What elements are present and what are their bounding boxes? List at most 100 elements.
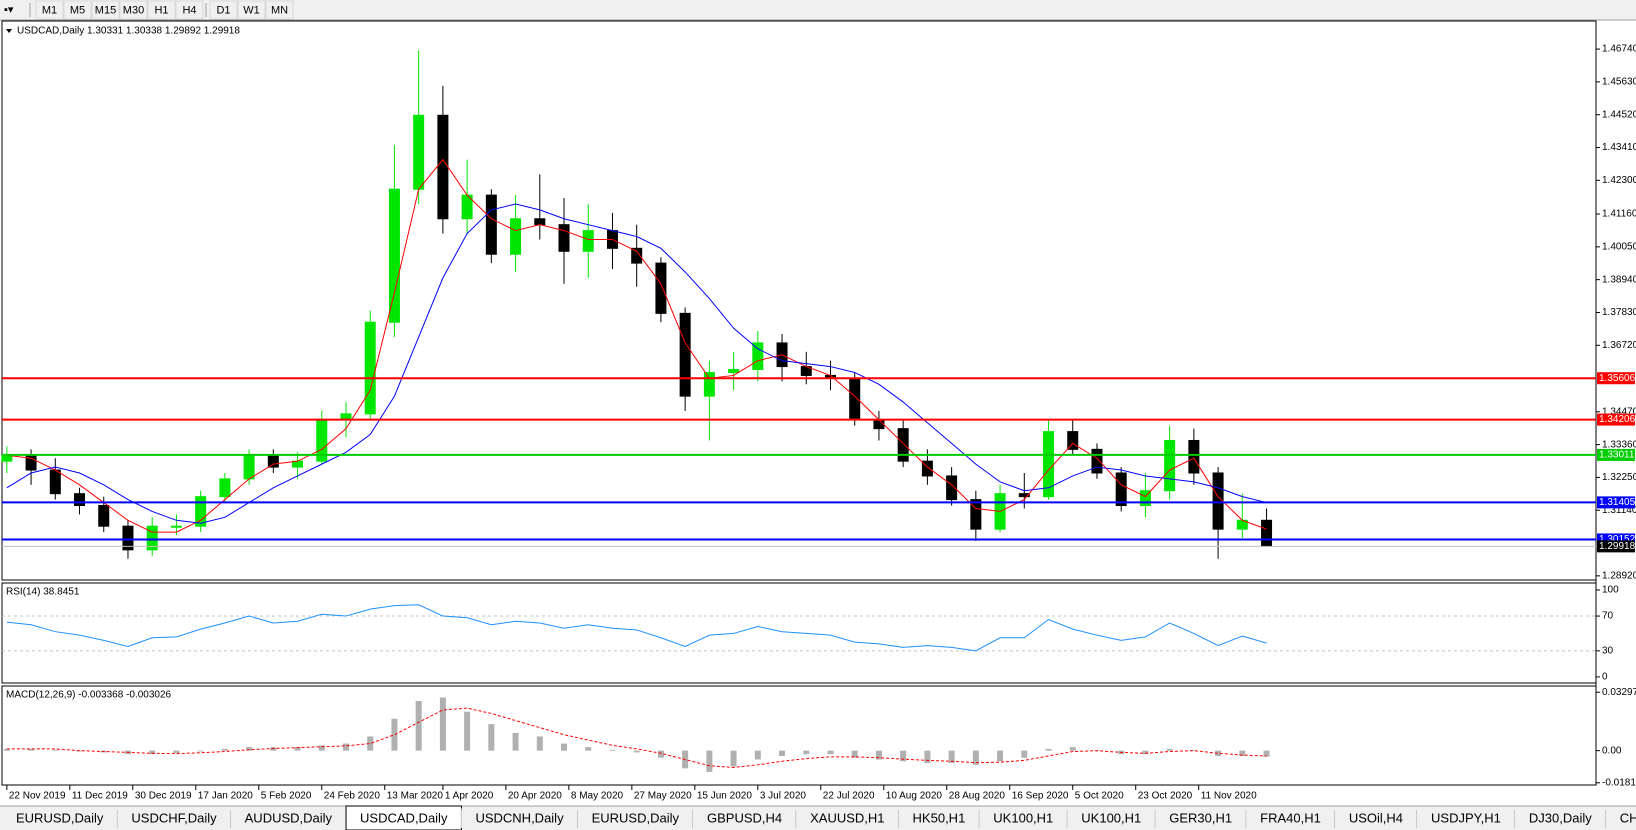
- tab-label[interactable]: DJ30,Daily: [1529, 810, 1592, 825]
- tab-background[interactable]: [1334, 808, 1418, 828]
- tab-label[interactable]: AUDUSD,Daily: [245, 810, 333, 825]
- tab[interactable]: USDCAD,Daily: [345, 805, 462, 830]
- x-tick-label: 11 Nov 2020: [1201, 791, 1257, 802]
- tab[interactable]: USDJPY,H1: [1417, 808, 1516, 828]
- tab-background[interactable]: [1417, 808, 1515, 828]
- tab-label[interactable]: CHINA300,H1: [1620, 810, 1636, 825]
- timeframe-button[interactable]: [119, 0, 148, 20]
- tab-background[interactable]: [577, 808, 693, 828]
- y-tick-label: -0.01815: [1602, 777, 1636, 788]
- timeframe-button[interactable]: [35, 0, 64, 20]
- tab[interactable]: EURUSD,Daily: [577, 808, 694, 828]
- tab-background[interactable]: [461, 808, 578, 828]
- candle-body: [1018, 493, 1030, 498]
- macd-histogram-bar: [367, 736, 374, 751]
- tab[interactable]: GBPUSD,H4: [692, 808, 797, 828]
- bid-label: 1.29918: [1599, 541, 1636, 552]
- timeframe-button[interactable]: [209, 0, 238, 20]
- x-tick-label: 1 Apr 2020: [445, 791, 494, 802]
- tab-background[interactable]: [692, 808, 797, 828]
- timeframe-label[interactable]: D1: [216, 4, 230, 16]
- timeframe-label[interactable]: M15: [95, 4, 116, 16]
- macd-histogram-bar: [924, 750, 931, 764]
- tab-label[interactable]: USOil,H4: [1349, 810, 1403, 825]
- tab-background[interactable]: [1514, 808, 1606, 828]
- tab[interactable]: DJ30,Daily: [1514, 808, 1607, 828]
- timeframe-label[interactable]: M5: [70, 4, 85, 16]
- macd-histogram-bar: [173, 750, 180, 754]
- tab[interactable]: XAUUSD,H1: [796, 808, 900, 828]
- timeframe-button[interactable]: [63, 0, 92, 20]
- level-label-bg: [1597, 372, 1635, 385]
- y-tick-label: 1.32250: [1602, 472, 1636, 483]
- tab[interactable]: USOil,H4: [1334, 808, 1418, 828]
- macd-histogram-bar: [754, 750, 761, 760]
- x-tick-label: 28 Aug 2020: [949, 791, 1006, 802]
- timeframe-label[interactable]: W1: [243, 4, 260, 16]
- macd-histogram-bar: [536, 736, 543, 751]
- tab-background[interactable]: [796, 808, 899, 828]
- tab-label[interactable]: USDCAD,Daily: [360, 810, 448, 825]
- x-tick-label: 11 Dec 2019: [72, 791, 128, 802]
- timeframe-button[interactable]: [175, 0, 204, 20]
- tab[interactable]: EURUSD,Daily: [2, 808, 118, 828]
- tab-background[interactable]: [1605, 808, 1636, 828]
- tab-label[interactable]: USDCHF,Daily: [131, 810, 217, 825]
- candle-body: [243, 454, 255, 480]
- tab-label[interactable]: USDJPY,H1: [1431, 810, 1501, 825]
- tab-label[interactable]: HK50,H1: [913, 810, 966, 825]
- timeframe-button[interactable]: [237, 0, 266, 20]
- tab-label[interactable]: EURUSD,Daily: [592, 810, 680, 825]
- tab[interactable]: UK100,H1: [1067, 808, 1156, 828]
- tab-background[interactable]: [345, 805, 462, 830]
- tab-label[interactable]: EURUSD,Daily: [16, 810, 104, 825]
- tab-label[interactable]: GER30,H1: [1169, 810, 1232, 825]
- timeframe-label[interactable]: H4: [182, 4, 196, 16]
- y-tick-label: 1.31140: [1602, 505, 1636, 516]
- tab[interactable]: HK50,H1: [898, 808, 980, 828]
- tab[interactable]: USDCHF,Daily: [117, 808, 232, 828]
- timeframe-label[interactable]: MN: [271, 4, 288, 16]
- tab[interactable]: UK100,H1: [979, 808, 1068, 828]
- tab[interactable]: FRA40,H1: [1246, 808, 1336, 828]
- toolbar: [0, 0, 1636, 20]
- tab-label[interactable]: GBPUSD,H4: [707, 810, 782, 825]
- tab-background[interactable]: [2, 808, 118, 828]
- macd-histogram-bar: [1190, 750, 1197, 752]
- tab-background[interactable]: [1155, 808, 1247, 828]
- tab-background[interactable]: [1067, 808, 1156, 828]
- candle-body: [388, 188, 400, 323]
- tab-label[interactable]: FRA40,H1: [1260, 810, 1321, 825]
- macd-histogram-bar: [1069, 747, 1076, 751]
- x-tick-label: 20 Apr 2020: [508, 791, 562, 802]
- tab[interactable]: GER30,H1: [1155, 808, 1247, 828]
- tab[interactable]: AUDUSD,Daily: [230, 808, 347, 828]
- candle-body: [413, 114, 425, 190]
- tab-label[interactable]: UK100,H1: [1081, 810, 1141, 825]
- timeframe-label[interactable]: M1: [42, 4, 57, 16]
- toolbar-icon: ▪▾: [4, 4, 14, 16]
- x-tick-label: 22 Nov 2019: [9, 791, 66, 802]
- tab-label[interactable]: UK100,H1: [993, 810, 1053, 825]
- tab-label[interactable]: XAUUSD,H1: [810, 810, 884, 825]
- macd-histogram-bar: [561, 743, 568, 751]
- macd-histogram-bar: [415, 701, 422, 751]
- timeframe-label[interactable]: M30: [123, 4, 144, 16]
- tab-background[interactable]: [979, 808, 1068, 828]
- candle-body: [1115, 472, 1127, 507]
- timeframe-button[interactable]: [265, 0, 294, 20]
- timeframe-label[interactable]: H1: [154, 4, 168, 16]
- macd-histogram-bar: [439, 697, 446, 751]
- tab[interactable]: USDCNH,Daily: [461, 808, 579, 828]
- timeframe-button[interactable]: [91, 0, 120, 20]
- macd-histogram-bar: [149, 750, 156, 755]
- tab-label[interactable]: USDCNH,Daily: [475, 810, 564, 825]
- tab-background[interactable]: [230, 808, 347, 828]
- macd-histogram-bar: [875, 750, 882, 760]
- timeframe-button[interactable]: [147, 0, 176, 20]
- tab-background[interactable]: [1246, 808, 1335, 828]
- candle-body: [582, 230, 594, 252]
- tab-background[interactable]: [117, 808, 231, 828]
- tab[interactable]: CHINA300,H1: [1605, 808, 1636, 828]
- tab-background[interactable]: [898, 808, 980, 828]
